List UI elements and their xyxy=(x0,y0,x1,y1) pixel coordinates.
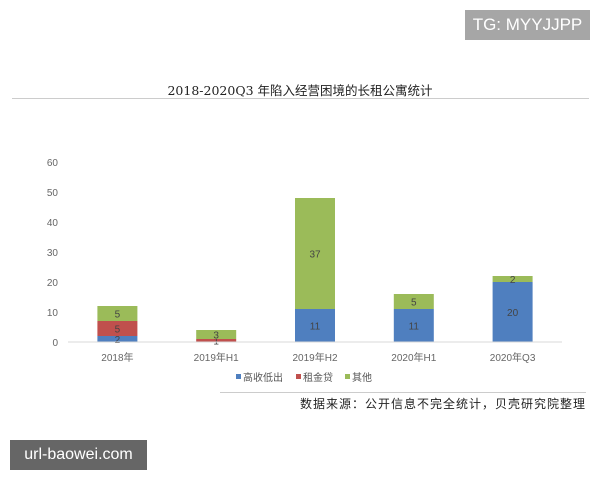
bar-segment xyxy=(97,336,138,342)
bar-segment xyxy=(196,330,237,339)
watermark-url: url-baowei.com xyxy=(10,440,147,470)
bar-segment xyxy=(97,306,138,321)
stacked-bar-chart: 01020304050602552018年132019年H111372019年H… xyxy=(47,158,562,384)
legend-swatch xyxy=(345,374,350,379)
x-tick-label: 2018年 xyxy=(101,351,133,364)
y-tick-label: 10 xyxy=(47,308,59,319)
source-note: 数据来源：公开信息不完全统计，贝壳研究院整理 xyxy=(299,397,586,411)
bar-segment xyxy=(97,321,138,336)
data-label: 3 xyxy=(213,331,219,342)
bar-segment xyxy=(393,294,434,309)
data-label: 11 xyxy=(409,322,420,333)
chart-title: 2018-2020Q3 年陷入经营困境的长租公寓统计 xyxy=(167,83,433,98)
data-label: 2 xyxy=(115,335,121,346)
y-tick-label: 40 xyxy=(47,218,59,229)
data-label: 11 xyxy=(310,322,321,333)
x-tick-label: 2020年Q3 xyxy=(490,351,536,364)
y-tick-label: 0 xyxy=(52,338,58,349)
source-divider xyxy=(220,392,586,393)
legend-swatch xyxy=(296,374,301,379)
watermark-tg: TG: MYYJJPP xyxy=(465,10,590,40)
x-tick-label: 2019年H2 xyxy=(292,351,337,364)
data-label: 2 xyxy=(510,275,516,286)
bar-segment xyxy=(393,309,434,342)
data-label: 5 xyxy=(411,298,417,309)
title-divider xyxy=(12,98,589,99)
bar-segment xyxy=(295,198,335,309)
x-tick-label: 2019年H1 xyxy=(194,351,239,364)
data-label: 5 xyxy=(115,325,121,336)
y-tick-label: 50 xyxy=(47,188,59,199)
data-label: 20 xyxy=(507,308,519,319)
legend-label: 其他 xyxy=(352,371,372,384)
data-label: 37 xyxy=(309,250,321,261)
bar-segment xyxy=(492,282,533,342)
bar-segment xyxy=(492,276,533,282)
y-tick-label: 30 xyxy=(47,248,59,259)
data-label: 5 xyxy=(115,310,121,321)
y-tick-label: 20 xyxy=(47,278,59,289)
bar-segment xyxy=(196,339,237,342)
legend-swatch xyxy=(236,374,241,379)
x-tick-label: 2020年H1 xyxy=(391,351,436,364)
bar-segment xyxy=(295,309,335,342)
legend-label: 高收低出 xyxy=(243,371,283,384)
y-tick-label: 60 xyxy=(47,158,59,169)
legend-label: 租金贷 xyxy=(303,371,333,384)
